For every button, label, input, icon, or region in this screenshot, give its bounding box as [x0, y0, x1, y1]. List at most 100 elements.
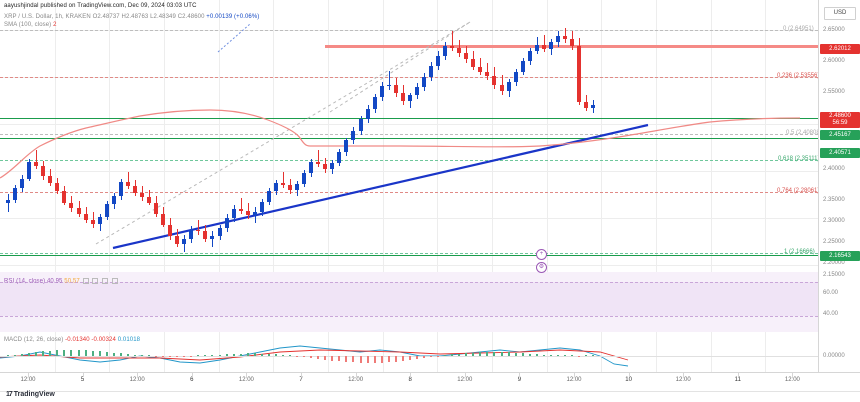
time-axis-tick — [246, 373, 247, 377]
candle-body — [97, 216, 102, 224]
candle-body — [436, 56, 441, 66]
macd-histogram-bar — [437, 356, 440, 357]
candle-wick — [240, 197, 242, 214]
candle-body — [76, 208, 81, 214]
candle-wick — [564, 27, 566, 43]
tradingview-logo[interactable]: 17 TradingView — [6, 391, 55, 398]
add-drawing-icon[interactable]: + — [536, 249, 547, 260]
candle-body — [330, 163, 335, 170]
candle-body — [147, 196, 151, 203]
macd-pane[interactable] — [0, 332, 818, 372]
time-axis-label: 10 — [625, 377, 632, 383]
candle-body — [168, 224, 173, 236]
macd-histogram-bar — [63, 350, 66, 356]
time-axis-tick — [629, 373, 630, 377]
candle-body — [111, 195, 116, 205]
price-tick: 2.60000 — [823, 58, 845, 64]
macd-histogram-bar — [535, 354, 538, 356]
price-tick: 2.30000 — [823, 218, 845, 224]
candle-body — [534, 44, 539, 51]
candle-body — [584, 102, 589, 108]
price-axis[interactable]: USD 2.65000 2.60000 2.55000 2.50000 2.40… — [818, 0, 860, 372]
candle-body — [548, 41, 553, 49]
macd-histogram-bar — [317, 356, 320, 359]
macd-histogram-bar — [119, 353, 122, 356]
candle-body — [41, 166, 46, 176]
rsi-settings-icon[interactable] — [82, 278, 89, 284]
time-axis-tick — [519, 373, 520, 377]
last-price-badge: 2.48600 56:59 — [820, 112, 860, 128]
macd-histogram-bar — [472, 352, 475, 356]
support-line-mid[interactable] — [0, 138, 818, 139]
macd-histogram-bar — [56, 350, 59, 356]
candle-wick — [247, 203, 249, 219]
macd-histogram-bar — [7, 355, 9, 356]
price-tick: 2.40000 — [823, 166, 845, 172]
macd-histogram-bar — [521, 353, 524, 356]
macd-histogram-bar — [310, 356, 313, 358]
macd-histogram-bar — [507, 352, 510, 356]
support-line-upper[interactable] — [0, 118, 818, 119]
resistance-price-badge: 2.62012 — [820, 44, 860, 54]
support-line-lower[interactable] — [0, 255, 818, 256]
resistance-line[interactable] — [325, 45, 818, 48]
time-axis-label: 12:00 — [238, 377, 254, 383]
settings-gear-icon[interactable]: ⚙ — [536, 262, 547, 273]
fib-label-236: 0.236 (2.53556) — [777, 73, 820, 79]
macd-histogram-bar — [422, 356, 425, 359]
rsi-oversold-line — [0, 316, 818, 317]
macd-histogram-bar — [281, 354, 284, 356]
fib-label-764: 0.764 (2.28061) — [777, 188, 820, 194]
symbol-change-text: +0.00139 (+0.06%) — [206, 14, 260, 20]
macd-histogram-bar — [112, 352, 115, 356]
macd-histogram-bar — [373, 356, 376, 363]
macd-histogram-bar — [246, 353, 249, 356]
time-axis-label: 12:00 — [675, 377, 691, 383]
time-axis-tick — [410, 373, 411, 377]
rsi-close-icon[interactable] — [111, 278, 118, 284]
candle-body — [48, 175, 53, 184]
currency-badge[interactable]: USD — [824, 7, 856, 20]
candle-body — [203, 231, 208, 239]
macd-histogram-bar — [387, 356, 390, 363]
macd-histogram-bar — [380, 356, 383, 363]
rsi-legend[interactable]: RSI (14, close) 40.95 50.57 — [4, 278, 119, 285]
candle-body — [34, 162, 39, 167]
time-axis[interactable]: 12:00 5 12:00 6 12:00 7 12:00 8 12:00 9 12:00 10 12:… — [0, 372, 860, 392]
macd-legend[interactable]: MACD (12, 26, close) -0.01340 -0.00324 0… — [4, 337, 140, 343]
candle-body — [591, 104, 596, 108]
macd-histogram-bar — [35, 352, 38, 356]
candle-body — [259, 201, 264, 213]
symbol-legend[interactable]: XRP / U.S. Dollar, 1h, KRAKEN O2.48737 H… — [4, 14, 259, 20]
candle-body — [499, 84, 504, 91]
macd-histogram-bar — [542, 354, 545, 356]
candle-wick — [36, 149, 38, 170]
macd-histogram-bar — [578, 356, 581, 357]
macd-histogram-bar — [394, 356, 397, 362]
macd-histogram-bar — [359, 356, 362, 363]
candle-body — [351, 130, 356, 141]
macd-histogram-bar — [274, 354, 277, 356]
candle-body — [224, 217, 229, 229]
candle-body — [365, 108, 370, 120]
candle-body — [280, 183, 285, 186]
time-axis-label: 12:00 — [348, 377, 364, 383]
candle-body — [175, 235, 180, 244]
candle-body — [337, 151, 342, 164]
macd-histogram-bar — [571, 355, 573, 356]
macd-legend-value: -0.01340 — [65, 337, 90, 343]
macd-histogram-bar — [289, 355, 291, 356]
candle-wick — [184, 235, 186, 253]
candle-body — [562, 36, 567, 40]
time-axis-label: 7 — [299, 377, 303, 383]
rsi-more-icon[interactable] — [102, 278, 109, 284]
candle-wick — [254, 207, 256, 223]
candle-body — [288, 185, 292, 191]
sma-legend[interactable]: SMA (100, close) 2 — [4, 22, 57, 28]
rsi-pane[interactable] — [0, 272, 818, 332]
time-axis-label: 12:00 — [129, 377, 145, 383]
macd-histogram-bar — [253, 353, 256, 356]
candle-body — [210, 235, 215, 239]
price-pane[interactable] — [0, 0, 818, 272]
rsi-visibility-icon[interactable] — [92, 278, 99, 284]
